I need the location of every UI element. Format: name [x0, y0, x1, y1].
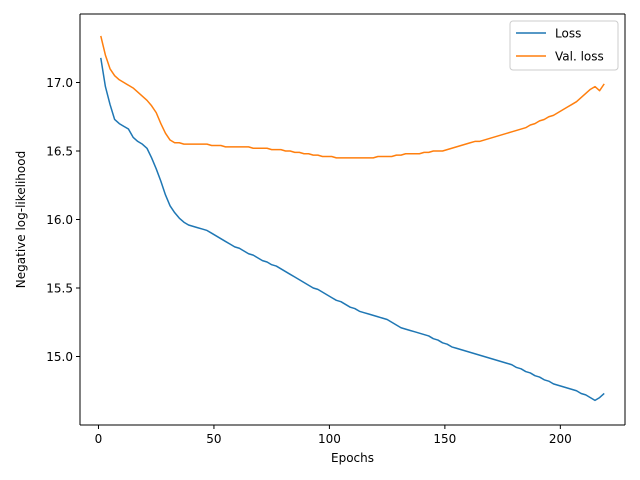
legend-label-loss: Loss — [555, 27, 581, 41]
plot-area — [80, 14, 625, 425]
y-tick-label: 16.5 — [46, 145, 73, 159]
y-tick-label: 15.5 — [46, 282, 73, 296]
x-tick-label: 50 — [206, 432, 221, 446]
lines-layer — [100, 35, 605, 402]
y-axis-label: Negative log-likelihood — [14, 151, 28, 288]
series-line-0 — [100, 57, 605, 402]
x-axis-ticks: 0 50 100 150 200 — [95, 425, 572, 446]
x-tick-label: 200 — [549, 432, 572, 446]
y-tick-label: 16.0 — [46, 213, 73, 227]
legend-label-val-loss: Val. loss — [555, 50, 604, 64]
legend: Loss Val. loss — [509, 20, 619, 71]
series-val-loss — [100, 35, 605, 159]
x-tick-label: 100 — [318, 432, 341, 446]
x-tick-label: 0 — [95, 432, 103, 446]
y-axis-ticks: 15.0 15.5 16.0 16.5 17.0 — [46, 76, 80, 364]
series-loss — [100, 57, 605, 402]
series-line-1 — [100, 35, 605, 159]
x-axis-label: Epochs — [331, 451, 374, 465]
x-tick-label: 150 — [433, 432, 456, 446]
y-tick-label: 15.0 — [46, 350, 73, 364]
y-tick-label: 17.0 — [46, 76, 73, 90]
